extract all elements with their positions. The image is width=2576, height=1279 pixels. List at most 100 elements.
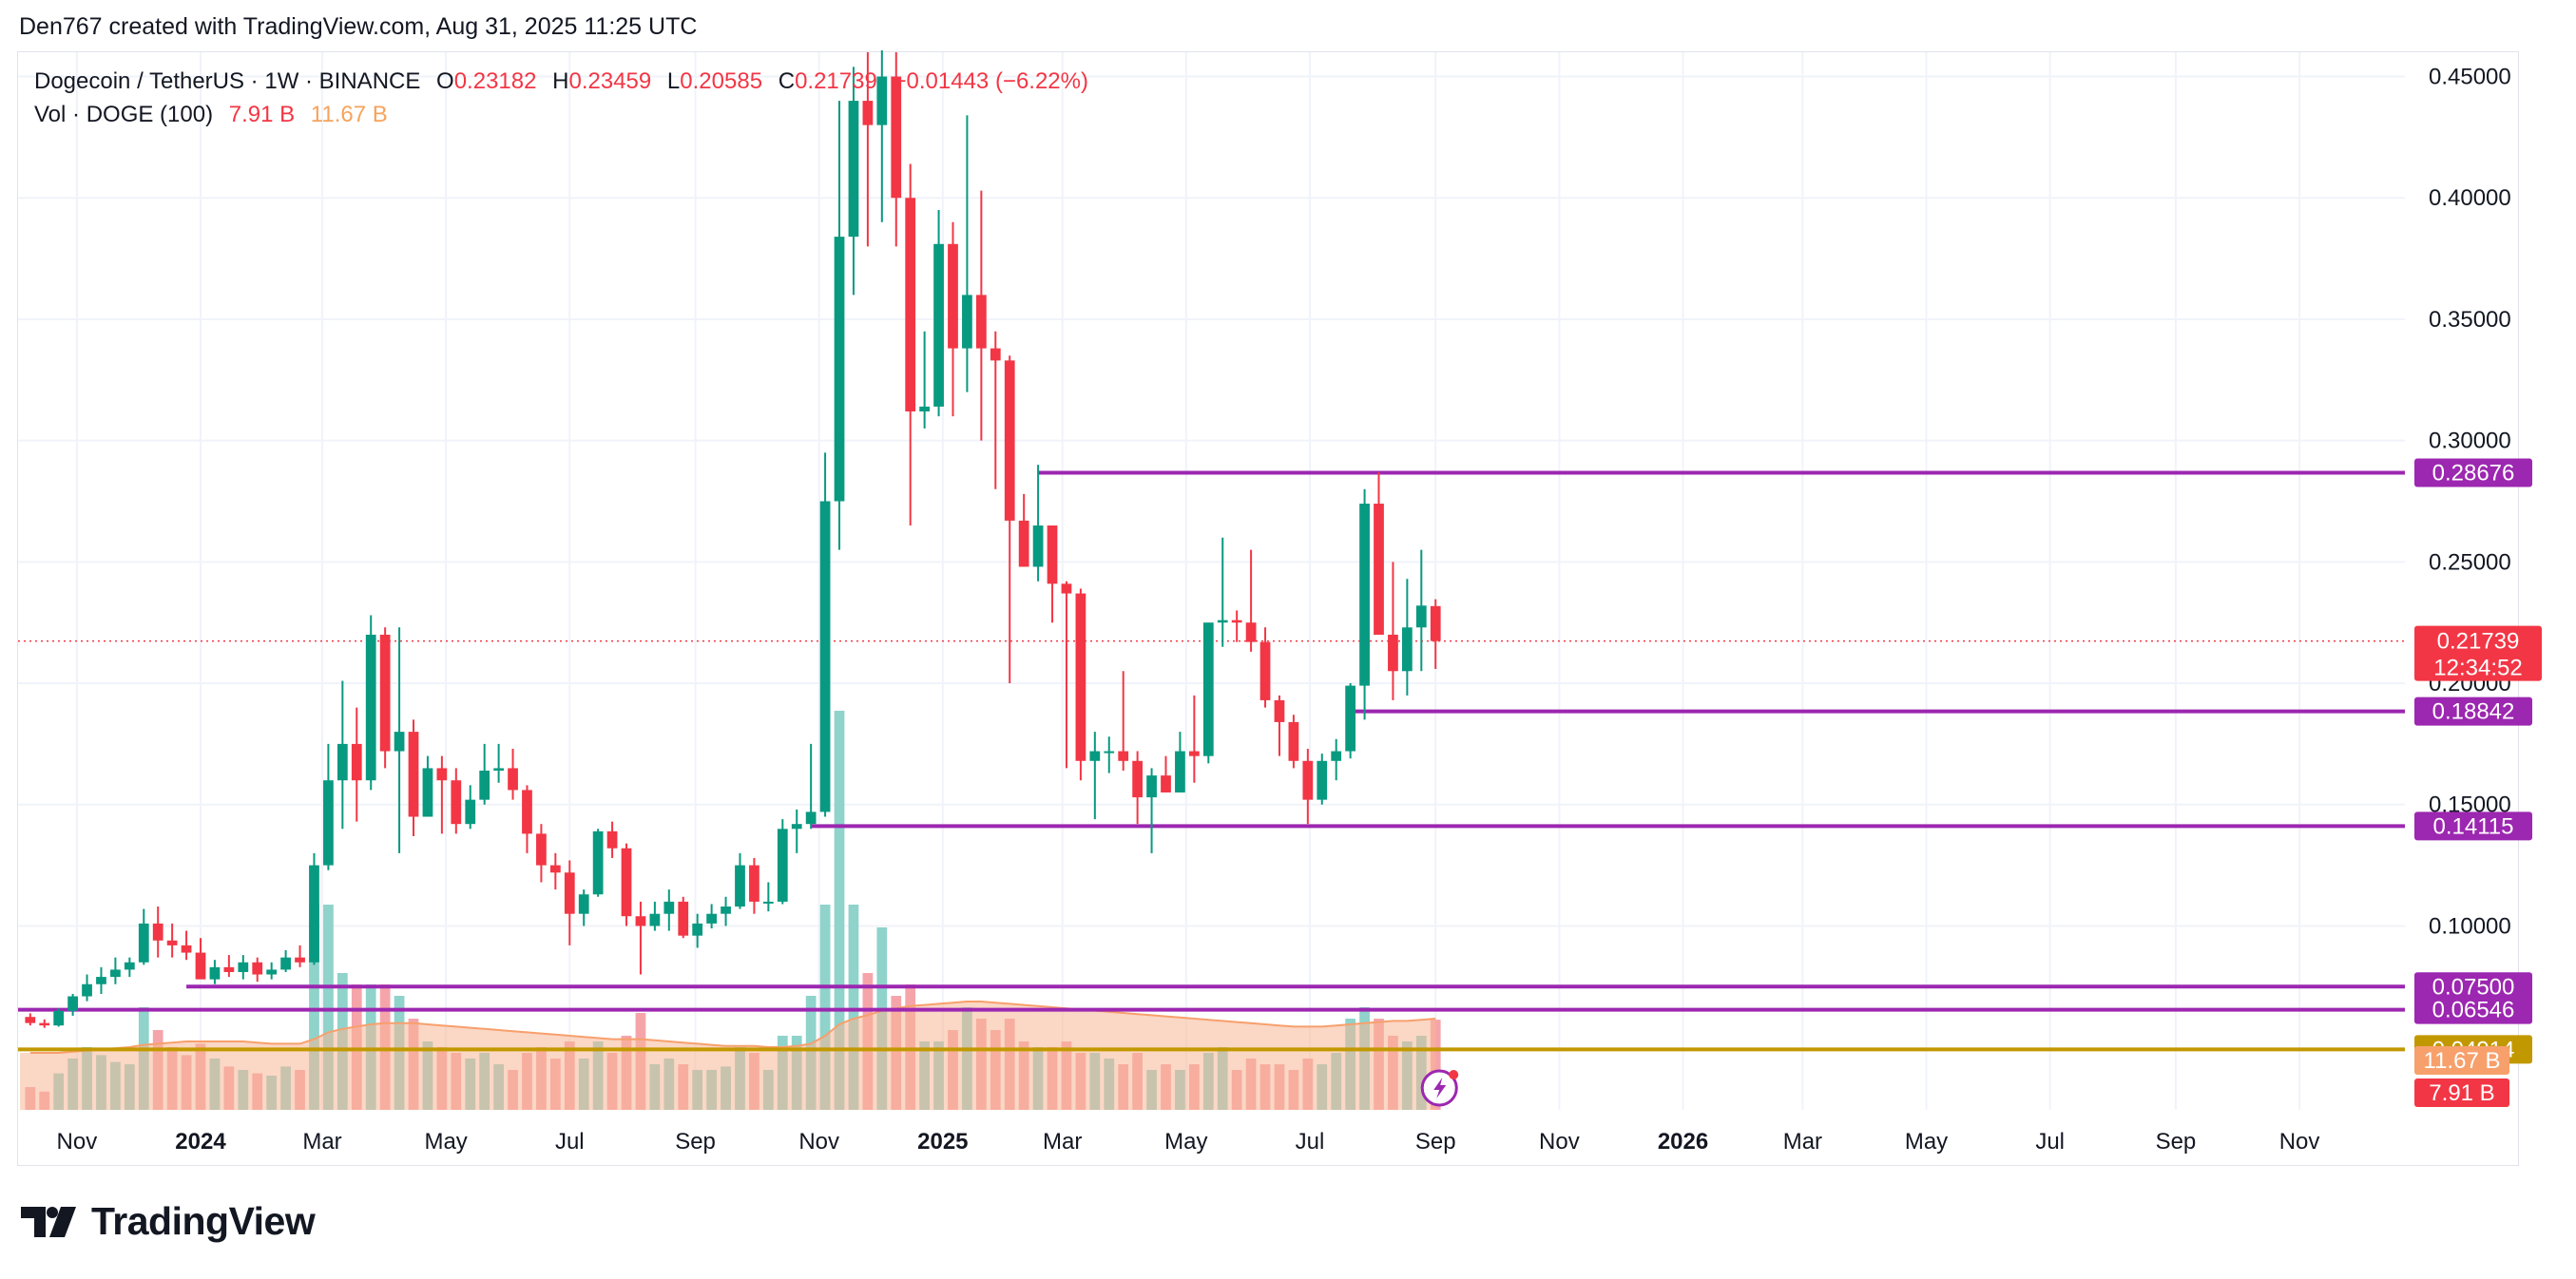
- candle-body: [1047, 525, 1058, 584]
- brand[interactable]: TradingView: [21, 1199, 316, 1244]
- brand-name: TradingView: [91, 1199, 316, 1243]
- candle-body: [1245, 622, 1257, 642]
- candle-body: [365, 634, 376, 781]
- candle-body: [1259, 641, 1271, 700]
- time-tick-label: May: [1905, 1129, 1948, 1155]
- low-label: L: [666, 68, 681, 94]
- candle-body: [1188, 751, 1200, 756]
- horizontal-levels: [18, 470, 2405, 1052]
- candle-body: [1317, 760, 1328, 800]
- chart-caption: Den767 created with TradingView.com, Aug…: [19, 13, 698, 40]
- ohlc-legend-row: Dogecoin / TetherUS · 1W · BINANCE O0.23…: [34, 65, 1088, 98]
- time-tick-label: May: [424, 1129, 467, 1155]
- candle-body: [1302, 760, 1314, 800]
- level-price-tag-badge: [2414, 697, 2532, 726]
- price-axis[interactable]: 0.450000.400000.350000.300000.250000.200…: [2429, 65, 2511, 940]
- time-tick-label: Jul: [1296, 1129, 1325, 1155]
- candle-body: [479, 770, 490, 800]
- candle-body: [1004, 360, 1015, 521]
- candle-body: [1401, 627, 1413, 672]
- candle-body: [1430, 605, 1441, 641]
- candle-body: [990, 348, 1001, 361]
- high-label: H: [552, 68, 569, 94]
- candle-body: [1161, 775, 1171, 792]
- price-chart[interactable]: 0.450000.400000.350000.300000.250000.200…: [0, 0, 2576, 1178]
- level-price-tag-badge: [2414, 811, 2532, 841]
- candle-body: [621, 848, 632, 917]
- price-tick-label: 0.30000: [2429, 429, 2511, 454]
- candle-body: [53, 1010, 65, 1026]
- candle-body: [1415, 605, 1427, 628]
- volume-bar: [309, 905, 319, 1110]
- candle-body: [152, 923, 163, 941]
- price-tick-label: 0.10000: [2429, 913, 2511, 939]
- candle-body: [1388, 634, 1398, 672]
- candle-body: [336, 743, 348, 781]
- candle-body: [749, 865, 759, 902]
- candle-body: [351, 743, 362, 781]
- candle-body: [762, 901, 774, 904]
- candle-body: [975, 295, 987, 349]
- candle-body: [706, 913, 717, 924]
- price-tick-label: 0.35000: [2429, 307, 2511, 333]
- candle-body: [834, 237, 845, 502]
- volume-ma-line: [29, 1001, 1436, 1054]
- time-tick-label: Jul: [2035, 1129, 2065, 1155]
- candle-body: [891, 76, 902, 199]
- time-tick-label: 2026: [1658, 1129, 1708, 1155]
- candle-body: [777, 829, 788, 902]
- candle-body: [848, 101, 859, 238]
- candle-body: [1217, 620, 1228, 623]
- candle-body: [39, 1022, 50, 1026]
- time-axis[interactable]: Nov 2024 Mar May Jul Sep Nov 2025 Mar May Jul Sep No…: [57, 1129, 2320, 1155]
- level-price-tag-label: 0.28676: [2432, 460, 2515, 486]
- candle-body: [67, 996, 78, 1011]
- level-price-tag-label: 0.06546: [2432, 998, 2515, 1023]
- open-label: O: [436, 68, 454, 94]
- candle-body: [408, 732, 419, 817]
- volume-badge-label: 11.67 B: [2424, 1048, 2501, 1074]
- candle-body: [1288, 721, 1299, 761]
- candle-body: [493, 768, 504, 771]
- candles: [25, 50, 1441, 1028]
- candle-body: [209, 966, 221, 980]
- candle-body: [606, 830, 618, 849]
- chart-frame: [17, 51, 2519, 1166]
- time-tick-label: 2025: [917, 1129, 968, 1155]
- close-value: 0.21739: [795, 68, 877, 94]
- candle-body: [592, 830, 604, 895]
- time-tick-label: Sep: [675, 1129, 716, 1155]
- volume-bar: [834, 711, 845, 1110]
- candle-body: [323, 780, 334, 866]
- level-price-tag-badge: [2414, 972, 2532, 1002]
- alert-dot: [1449, 1070, 1459, 1079]
- candle-body: [252, 962, 263, 975]
- candle-body: [422, 768, 433, 817]
- candle-body: [280, 957, 291, 970]
- time-tick-label: Nov: [1539, 1129, 1580, 1155]
- volume-legend-row: Vol · DOGE (100) 7.91 B 11.67 B: [34, 98, 1088, 131]
- volume-badge-label: 7.91 B: [2429, 1080, 2494, 1106]
- candle-body: [805, 811, 817, 825]
- level-price-tag-badge: [2414, 995, 2532, 1024]
- candle-body: [1146, 775, 1157, 798]
- time-tick-label: Mar: [1783, 1129, 1822, 1155]
- candle-body: [564, 872, 575, 914]
- close-label: C: [778, 68, 796, 94]
- last-price-label: 0.21739: [2437, 629, 2520, 655]
- candle-body: [578, 894, 589, 914]
- candle-body: [266, 969, 278, 975]
- candle-body: [522, 790, 532, 834]
- volume-bar: [323, 905, 334, 1110]
- open-value: 0.23182: [453, 68, 537, 94]
- time-tick-label: Nov: [57, 1129, 98, 1155]
- candle-body: [791, 824, 802, 830]
- time-tick-label: Mar: [1043, 1129, 1082, 1155]
- symbol-label[interactable]: Dogecoin / TetherUS · 1W · BINANCE: [34, 68, 421, 94]
- candle-body: [436, 768, 448, 781]
- candle-body: [862, 101, 874, 125]
- candle-body: [1018, 520, 1029, 567]
- candle-body: [295, 957, 305, 963]
- candle-body: [1175, 751, 1185, 792]
- volume-label[interactable]: Vol · DOGE (100): [34, 102, 214, 127]
